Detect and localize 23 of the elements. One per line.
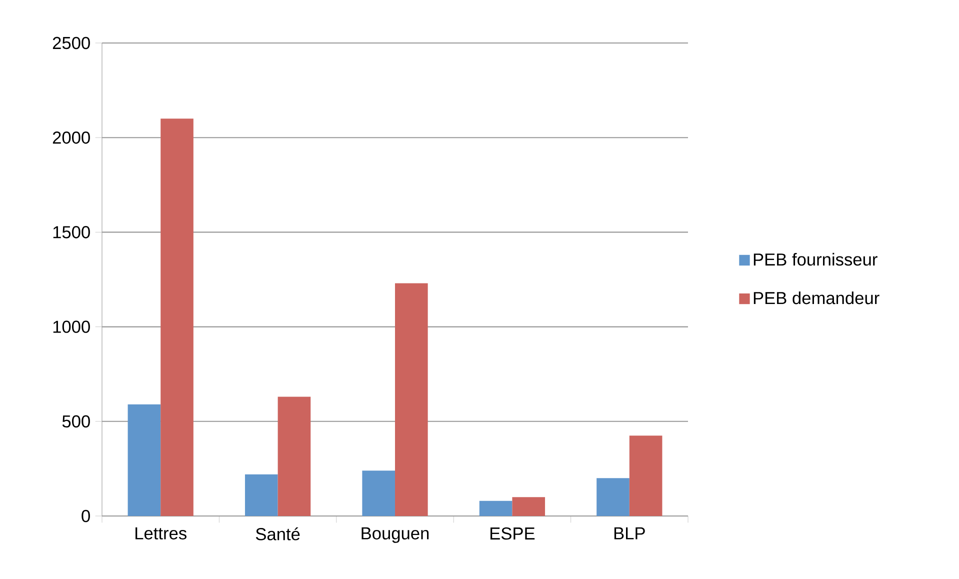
bar	[512, 497, 546, 516]
bar	[629, 436, 662, 516]
y-tick-label: 500	[62, 415, 90, 428]
bar	[278, 396, 311, 516]
bar	[244, 474, 278, 516]
y-tick-label: 0	[82, 510, 90, 522]
y-tick-label: 1500	[53, 226, 90, 238]
x-tick-label: Lettres	[136, 527, 186, 540]
legend-label: PEB fournisseur	[754, 252, 878, 266]
y-tick-label: 1000	[53, 320, 90, 333]
bar	[160, 118, 194, 516]
bar	[395, 283, 428, 516]
y-tick-label: 2000	[52, 131, 90, 144]
x-tick-label: Bouguen	[362, 527, 429, 543]
legend-label: PEB demandeur	[754, 291, 880, 304]
bar	[362, 470, 396, 516]
bar	[596, 478, 630, 516]
bar	[479, 500, 512, 516]
y-tick-label: 2500	[52, 36, 90, 50]
x-tick-label: ESPE	[490, 527, 535, 540]
x-tick-label: Santé	[256, 527, 300, 540]
bar	[128, 404, 161, 516]
x-tick-label: BLP	[614, 527, 645, 540]
